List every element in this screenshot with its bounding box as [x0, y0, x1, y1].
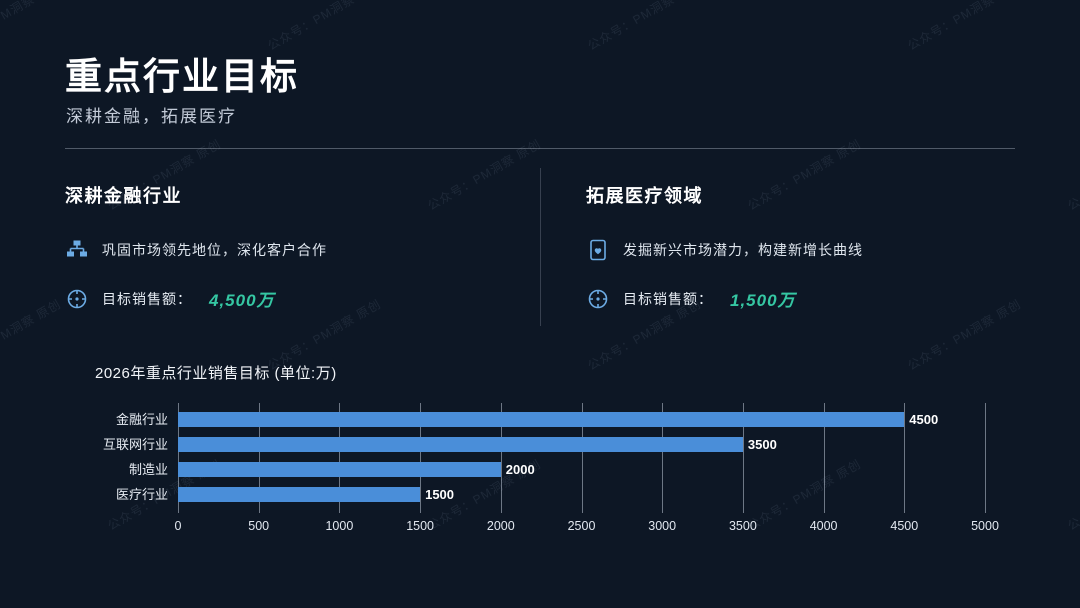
x-tick-label: 4500 [890, 519, 919, 533]
target-icon [65, 287, 89, 311]
medical-target-row: 目标销售额： 1,500万 [586, 286, 1016, 311]
gridline [904, 403, 906, 513]
x-tick-label: 1500 [406, 519, 434, 533]
gridline [581, 403, 583, 513]
bar [178, 437, 743, 452]
bar-value-label: 2000 [505, 462, 535, 477]
gridline [823, 403, 825, 513]
bar-value-label: 3500 [747, 437, 777, 452]
page-title: 重点行业目标 [65, 57, 299, 98]
finance-section: 深耕金融行业 巩固市场领先地位，深化客户合作 [65, 182, 505, 335]
bar-value-label: 1500 [425, 487, 455, 502]
medical-section: 拓展医疗领域 发掘新兴市场潜力，构建新增长曲线 [586, 182, 1016, 335]
category-label: 制造业 [128, 462, 168, 477]
target-icon [586, 287, 610, 311]
x-tick-label: 500 [248, 519, 270, 533]
medical-point-text: 发掘新兴市场潜力，构建新增长曲线 [623, 244, 863, 259]
divider-horizontal [65, 148, 1015, 149]
gridline [500, 403, 502, 513]
bar-value-label: 4500 [909, 412, 939, 427]
finance-heading: 深耕金融行业 [65, 186, 182, 206]
finance-point-text: 巩固市场领先地位，深化客户合作 [102, 244, 327, 259]
x-tick-label: 1000 [325, 519, 354, 533]
finance-point-row: 巩固市场领先地位，深化客户合作 [65, 238, 505, 262]
gridline [742, 403, 744, 513]
bar [178, 487, 421, 502]
x-tick-label: 5000 [971, 519, 999, 533]
medical-target-label: 目标销售额： [623, 292, 713, 308]
gridline [339, 403, 341, 513]
bar-chart-plot: 0 500 1000 1500 2000 2500 3000 3500 4000 4500 5000… [103, 403, 999, 533]
gridline [420, 403, 422, 513]
medical-report-icon [586, 238, 610, 262]
divider-vertical [540, 168, 541, 326]
category-label: 金融行业 [115, 412, 168, 427]
chart-title: 2026年重点行业销售目标 (单位:万) [95, 365, 337, 382]
x-tick-label: 2500 [567, 519, 596, 533]
page-subtitle: 深耕金融，拓展医疗 [66, 107, 237, 126]
bar [178, 412, 905, 427]
gridline [662, 403, 664, 513]
category-label: 互联网行业 [102, 437, 168, 452]
bar [178, 462, 501, 477]
x-tick-label: 2000 [486, 519, 515, 533]
gridline [985, 403, 986, 513]
finance-target-row: 目标销售额： 4,500万 [65, 286, 505, 311]
finance-target-label: 目标销售额： [102, 292, 192, 308]
x-tick-label: 3500 [728, 519, 757, 533]
gridline [178, 403, 179, 513]
org-chart-icon [65, 238, 89, 262]
x-tick-label: 0 [174, 519, 182, 533]
medical-target-value: 1,500万 [730, 291, 796, 310]
x-tick-label: 4000 [809, 519, 838, 533]
gridline [258, 403, 260, 513]
medical-heading: 拓展医疗领域 [586, 186, 703, 206]
finance-target-value: 4,500万 [209, 291, 275, 310]
category-label: 医疗行业 [115, 487, 168, 502]
x-tick-label: 3000 [648, 519, 677, 533]
medical-point-row: 发掘新兴市场潜力，构建新增长曲线 [586, 238, 1016, 262]
